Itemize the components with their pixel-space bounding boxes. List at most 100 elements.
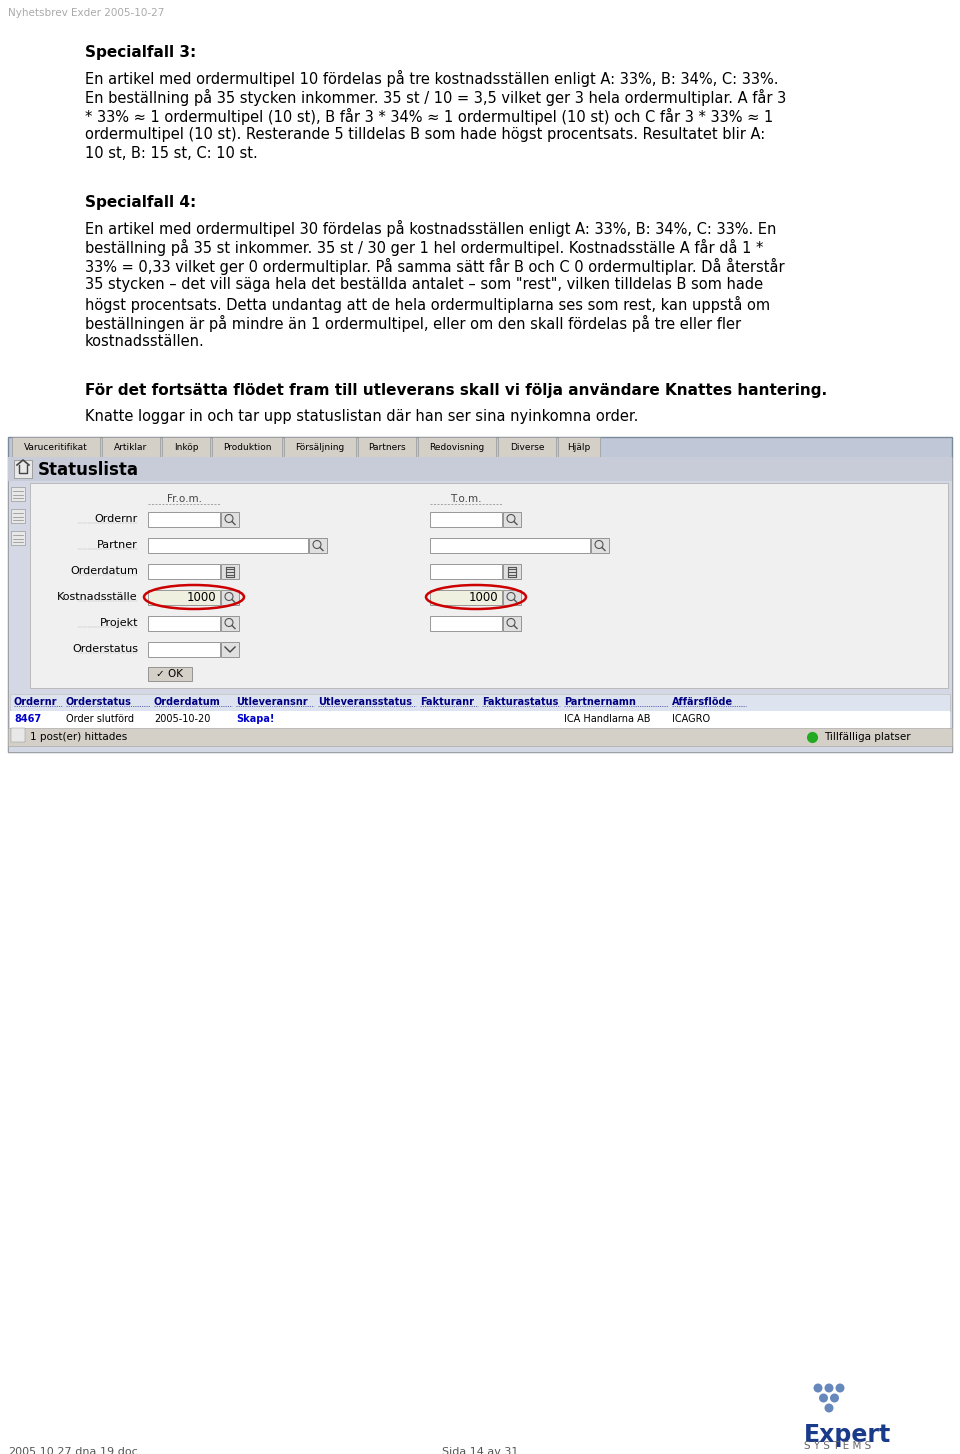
Text: Orderdatum: Orderdatum bbox=[70, 566, 138, 576]
Text: T.o.m.: T.o.m. bbox=[450, 494, 482, 505]
FancyBboxPatch shape bbox=[309, 538, 327, 553]
FancyBboxPatch shape bbox=[148, 643, 220, 657]
FancyBboxPatch shape bbox=[430, 512, 502, 526]
Text: 35 stycken – det vill säga hela det beställda antalet – som "rest", vilken tilld: 35 stycken – det vill säga hela det best… bbox=[85, 278, 763, 292]
Text: Försäljning: Försäljning bbox=[296, 443, 345, 452]
Text: beställningen är på mindre än 1 ordermultipel, eller om den skall fördelas på tr: beställningen är på mindre än 1 ordermul… bbox=[85, 316, 741, 332]
FancyBboxPatch shape bbox=[503, 616, 521, 631]
Text: Orderstatus: Orderstatus bbox=[66, 696, 132, 707]
FancyBboxPatch shape bbox=[148, 590, 220, 605]
Text: Hjälp: Hjälp bbox=[567, 443, 590, 452]
Text: Ordernr: Ordernr bbox=[95, 515, 138, 523]
Text: 1000: 1000 bbox=[468, 590, 498, 603]
FancyBboxPatch shape bbox=[221, 512, 239, 526]
Text: S Y S T E M S: S Y S T E M S bbox=[804, 1441, 872, 1451]
Text: Projekt: Projekt bbox=[100, 618, 138, 628]
Text: Specialfall 4:: Specialfall 4: bbox=[85, 195, 196, 209]
Text: högst procentsats. Detta undantag att de hela ordermultiplarna ses som rest, kan: högst procentsats. Detta undantag att de… bbox=[85, 297, 770, 313]
FancyBboxPatch shape bbox=[8, 438, 952, 752]
FancyBboxPatch shape bbox=[221, 590, 239, 605]
Text: Expert: Expert bbox=[804, 1423, 891, 1447]
Text: 33% = 0,33 vilket ger 0 ordermultiplar. På samma sätt får B och C 0 ordermultipl: 33% = 0,33 vilket ger 0 ordermultiplar. … bbox=[85, 257, 784, 275]
Text: Order slutförd: Order slutförd bbox=[66, 714, 134, 724]
FancyBboxPatch shape bbox=[102, 438, 160, 457]
Ellipse shape bbox=[825, 1384, 833, 1393]
Text: ICA Handlarna AB: ICA Handlarna AB bbox=[564, 714, 651, 724]
Text: Tillfälliga platser: Tillfälliga platser bbox=[824, 731, 911, 742]
FancyBboxPatch shape bbox=[8, 457, 952, 481]
Text: Produktion: Produktion bbox=[223, 443, 272, 452]
Text: Fr.o.m.: Fr.o.m. bbox=[166, 494, 202, 505]
Text: Partner: Partner bbox=[97, 539, 138, 550]
FancyBboxPatch shape bbox=[11, 531, 25, 545]
FancyBboxPatch shape bbox=[148, 512, 220, 526]
Ellipse shape bbox=[819, 1393, 828, 1403]
Ellipse shape bbox=[830, 1393, 839, 1403]
FancyBboxPatch shape bbox=[221, 616, 239, 631]
Text: Kostnadsställe: Kostnadsställe bbox=[58, 592, 138, 602]
FancyBboxPatch shape bbox=[418, 438, 496, 457]
Text: ✓ OK: ✓ OK bbox=[156, 669, 183, 679]
Ellipse shape bbox=[825, 1403, 833, 1412]
FancyBboxPatch shape bbox=[162, 438, 210, 457]
Text: För det fortsätta flödet fram till utleverans skall vi följa användare Knattes h: För det fortsätta flödet fram till utlev… bbox=[85, 382, 828, 398]
FancyBboxPatch shape bbox=[30, 483, 948, 688]
FancyBboxPatch shape bbox=[212, 438, 282, 457]
FancyBboxPatch shape bbox=[430, 590, 502, 605]
FancyBboxPatch shape bbox=[221, 564, 239, 579]
Text: 1 post(er) hittades: 1 post(er) hittades bbox=[30, 731, 128, 742]
Text: beställning på 35 st inkommer. 35 st / 30 ger 1 hel ordermultipel. Kostnadsställ: beställning på 35 st inkommer. 35 st / 3… bbox=[85, 238, 763, 256]
Text: Fakturanr: Fakturanr bbox=[420, 696, 474, 707]
Text: 1000: 1000 bbox=[186, 590, 216, 603]
FancyBboxPatch shape bbox=[358, 438, 416, 457]
Text: En beställning på 35 stycken inkommer. 35 st / 10 = 3,5 vilket ger 3 hela orderm: En beställning på 35 stycken inkommer. 3… bbox=[85, 89, 786, 106]
FancyBboxPatch shape bbox=[12, 438, 100, 457]
FancyBboxPatch shape bbox=[148, 616, 220, 631]
Text: Artiklar: Artiklar bbox=[114, 443, 148, 452]
Text: Orderstatus: Orderstatus bbox=[72, 644, 138, 654]
FancyBboxPatch shape bbox=[11, 509, 25, 523]
FancyBboxPatch shape bbox=[11, 487, 25, 502]
FancyBboxPatch shape bbox=[10, 711, 950, 728]
FancyBboxPatch shape bbox=[8, 728, 952, 746]
FancyBboxPatch shape bbox=[430, 616, 502, 631]
Ellipse shape bbox=[835, 1384, 845, 1393]
Text: * 33% ≈ 1 ordermultipel (10 st), B får 3 * 34% ≈ 1 ordermultipel (10 st) och C f: * 33% ≈ 1 ordermultipel (10 st), B får 3… bbox=[85, 108, 773, 125]
FancyBboxPatch shape bbox=[148, 564, 220, 579]
Text: Statuslista: Statuslista bbox=[38, 461, 139, 478]
Text: Knatte loggar in och tar upp statuslistan där han ser sina nyinkomna order.: Knatte loggar in och tar upp statuslista… bbox=[85, 409, 638, 425]
FancyBboxPatch shape bbox=[10, 694, 950, 744]
Text: 10 st, B: 15 st, C: 10 st.: 10 st, B: 15 st, C: 10 st. bbox=[85, 145, 257, 161]
Text: Partnernamn: Partnernamn bbox=[564, 696, 636, 707]
FancyBboxPatch shape bbox=[8, 457, 952, 752]
Text: Inköp: Inköp bbox=[174, 443, 199, 452]
Text: ICAGRO: ICAGRO bbox=[672, 714, 710, 724]
Text: 2005-10-20: 2005-10-20 bbox=[154, 714, 210, 724]
Text: Orderdatum: Orderdatum bbox=[154, 696, 221, 707]
FancyBboxPatch shape bbox=[11, 728, 25, 742]
FancyBboxPatch shape bbox=[498, 438, 556, 457]
Text: Utleveransstatus: Utleveransstatus bbox=[318, 696, 412, 707]
Text: ordermultipel (10 st). Resterande 5 tilldelas B som hade högst procentsats. Resu: ordermultipel (10 st). Resterande 5 till… bbox=[85, 126, 765, 142]
FancyBboxPatch shape bbox=[503, 590, 521, 605]
Text: Ordernr: Ordernr bbox=[14, 696, 58, 707]
FancyBboxPatch shape bbox=[10, 694, 950, 711]
FancyBboxPatch shape bbox=[430, 564, 502, 579]
Text: En artikel med ordermultipel 30 fördelas på kostnadsställen enligt A: 33%, B: 34: En artikel med ordermultipel 30 fördelas… bbox=[85, 220, 777, 237]
Text: kostnadsställen.: kostnadsställen. bbox=[85, 334, 204, 349]
Text: Varuceritifikat: Varuceritifikat bbox=[24, 443, 88, 452]
FancyBboxPatch shape bbox=[558, 438, 600, 457]
FancyBboxPatch shape bbox=[503, 512, 521, 526]
FancyBboxPatch shape bbox=[221, 643, 239, 657]
Text: Diverse: Diverse bbox=[510, 443, 544, 452]
Text: Utleveransnr: Utleveransnr bbox=[236, 696, 307, 707]
FancyBboxPatch shape bbox=[591, 538, 609, 553]
Text: Partners: Partners bbox=[369, 443, 406, 452]
FancyBboxPatch shape bbox=[148, 538, 308, 553]
Text: 2005.10.27.dna.19.doc: 2005.10.27.dna.19.doc bbox=[8, 1447, 137, 1454]
Text: Nyhetsbrev Exder 2005-10-27: Nyhetsbrev Exder 2005-10-27 bbox=[8, 9, 164, 17]
FancyBboxPatch shape bbox=[430, 538, 590, 553]
FancyBboxPatch shape bbox=[148, 667, 192, 680]
Text: Redovisning: Redovisning bbox=[429, 443, 485, 452]
Text: Fakturastatus: Fakturastatus bbox=[482, 696, 559, 707]
